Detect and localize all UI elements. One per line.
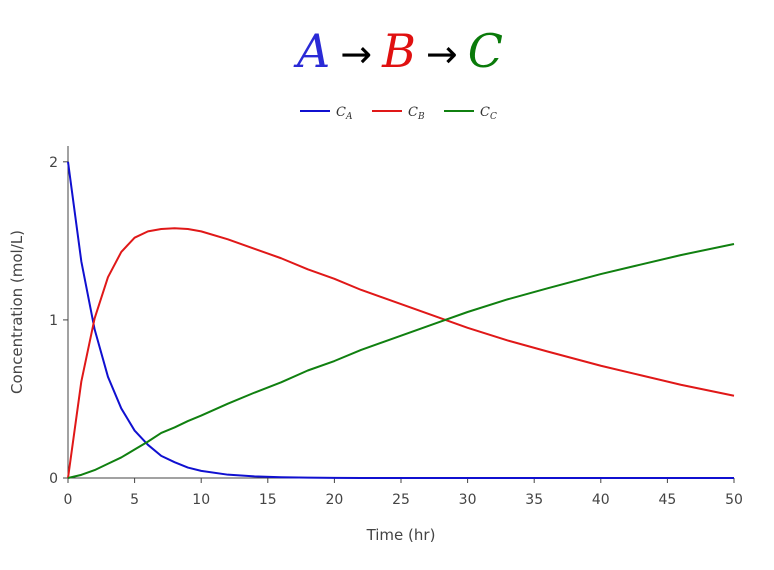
x-tick-label: 15 (259, 492, 277, 508)
series-line-c-a (67, 161, 734, 479)
legend-label: CB (408, 105, 425, 122)
title-part-1: → (340, 32, 372, 76)
title-part-2: B (381, 24, 416, 78)
series-line-c-c (67, 243, 735, 479)
y-tick-label: 1 (49, 313, 58, 329)
title-part-0: A (293, 24, 330, 78)
x-tick-label: 40 (592, 492, 610, 508)
x-axis-title: Time (hr) (366, 526, 436, 544)
legend: CA CB CC (300, 105, 497, 122)
legend-label: CA (336, 105, 353, 122)
series-line-c-b (67, 227, 735, 479)
legend-label: CC (480, 105, 497, 122)
y-axis-ticks: 0 1 2 (49, 155, 68, 487)
x-tick-label: 0 (64, 492, 73, 508)
x-tick-label: 45 (658, 492, 676, 508)
y-tick-label: 2 (49, 155, 58, 171)
legend-item-c-c: CC (444, 105, 497, 122)
x-tick-label: 35 (525, 492, 543, 508)
legend-item-c-b: CB (372, 105, 425, 122)
x-tick-label: 50 (725, 492, 743, 508)
title-part-3: → (426, 32, 458, 76)
x-tick-label: 10 (192, 492, 210, 508)
x-tick-label: 20 (325, 492, 343, 508)
title-part-4: C (468, 24, 503, 78)
x-tick-label: 5 (130, 492, 139, 508)
x-tick-label: 25 (392, 492, 410, 508)
chart-title: A → B → C (293, 24, 503, 78)
x-axis-ticks: 0 5 10 15 20 25 30 35 40 45 50 (64, 478, 743, 508)
series-group (67, 161, 735, 479)
x-tick-label: 30 (459, 492, 477, 508)
y-axis-title: Concentration (mol/L) (8, 230, 26, 394)
legend-item-c-a: CA (300, 105, 353, 122)
y-tick-label: 0 (49, 471, 58, 487)
